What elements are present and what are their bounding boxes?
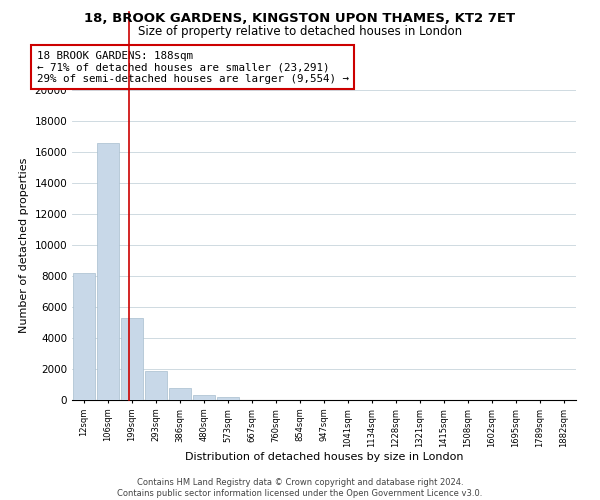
Text: Size of property relative to detached houses in London: Size of property relative to detached ho… [138, 25, 462, 38]
Bar [145, 372, 167, 400]
Bar [169, 388, 191, 400]
Text: 18 BROOK GARDENS: 188sqm
← 71% of detached houses are smaller (23,291)
29% of se: 18 BROOK GARDENS: 188sqm ← 71% of detach… [37, 50, 349, 84]
Bar [217, 397, 239, 400]
X-axis label: Distribution of detached houses by size in London: Distribution of detached houses by size … [185, 452, 463, 462]
Text: Contains HM Land Registry data © Crown copyright and database right 2024.
Contai: Contains HM Land Registry data © Crown c… [118, 478, 482, 498]
Text: 18, BROOK GARDENS, KINGSTON UPON THAMES, KT2 7ET: 18, BROOK GARDENS, KINGSTON UPON THAMES,… [85, 12, 515, 26]
Bar [121, 318, 143, 400]
Bar [73, 273, 95, 400]
Bar [97, 142, 119, 400]
Y-axis label: Number of detached properties: Number of detached properties [19, 158, 29, 332]
Bar [193, 396, 215, 400]
